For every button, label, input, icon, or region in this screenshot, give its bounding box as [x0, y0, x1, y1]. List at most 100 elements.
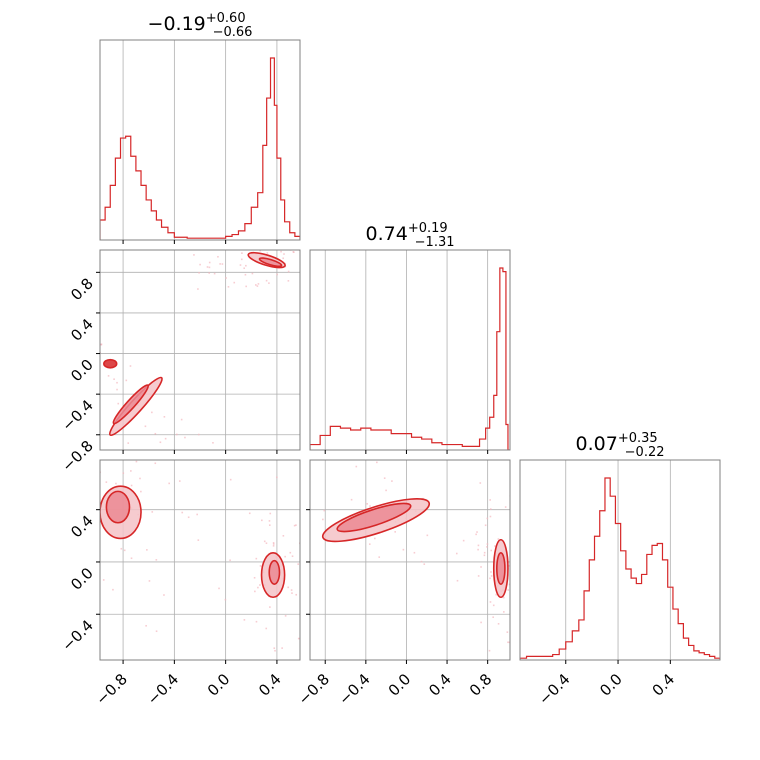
sample-point [288, 544, 290, 546]
contour-panel-0-1 [22, 235, 338, 505]
contour-outer-0 [108, 376, 163, 437]
sample-point [125, 379, 128, 382]
sample-point [489, 601, 492, 603]
sample-point [48, 324, 50, 326]
hist-series [100, 57, 300, 240]
sample-point [120, 547, 123, 550]
sample-point [137, 444, 139, 446]
sample-point [355, 465, 358, 468]
sample-point [293, 524, 296, 527]
sample-point [268, 520, 271, 522]
sample-point [376, 461, 378, 464]
contour-layer [230, 413, 543, 652]
panel-frame [309, 459, 511, 661]
sample-point [178, 480, 181, 482]
sample-point [486, 546, 488, 548]
sample-point [265, 627, 268, 630]
sample-point [480, 566, 482, 568]
sample-point [148, 580, 151, 582]
sample-point [483, 551, 486, 554]
sample-point [241, 252, 243, 254]
sample-point [74, 539, 76, 541]
sample-point [475, 533, 477, 536]
sample-point [243, 619, 246, 621]
sample-point [486, 517, 489, 520]
x-tick-label-0: −0.8 [92, 670, 130, 708]
sample-point [22, 320, 24, 322]
sample-point [44, 469, 46, 471]
sample-point [171, 439, 173, 441]
sample-point [261, 519, 263, 522]
hist-step-line [310, 267, 510, 450]
sample-point [291, 592, 293, 594]
sample-point [102, 579, 105, 581]
sample-point [287, 270, 290, 273]
sample-point [275, 503, 277, 505]
sample-point [78, 348, 80, 350]
sample-point [212, 469, 214, 471]
sample-point [455, 552, 458, 555]
sample-point [239, 264, 242, 266]
contour-layer [22, 235, 338, 505]
sample-point [129, 365, 132, 367]
title-1-minus: −1.31 [415, 235, 455, 250]
sample-point [272, 543, 275, 545]
sample-point [276, 476, 278, 479]
sample-point [541, 557, 543, 559]
sample-point [94, 489, 96, 491]
sample-point [292, 251, 295, 253]
sample-point [426, 534, 429, 537]
x-tick-label-2: 0.0 [385, 670, 415, 700]
sample-point [420, 560, 423, 563]
x-tick-label-1: 0.0 [596, 670, 626, 700]
panel-frame [99, 249, 301, 451]
sample-point [163, 416, 166, 418]
sample-point [259, 584, 261, 586]
sample-point [139, 477, 141, 480]
sample-point [206, 266, 209, 268]
sample-point [378, 556, 381, 558]
sample-point [90, 459, 92, 461]
sample-point [520, 559, 522, 561]
sample-point [225, 277, 227, 279]
sample-point [229, 478, 232, 481]
sample-point [187, 516, 190, 519]
title-1-center: 0.74 [366, 223, 408, 245]
sample-point [462, 539, 465, 542]
sample-point [516, 413, 518, 415]
contour-panel-0-2 [39, 413, 309, 664]
y-tick-label-3: 0.4 [67, 315, 97, 345]
sample-point [243, 245, 245, 247]
sample-point [284, 555, 286, 558]
sample-point [245, 285, 247, 288]
sample-point [307, 573, 309, 575]
hist-panel-param-1 [309, 249, 511, 454]
sample-point [164, 456, 166, 458]
sample-point [254, 590, 256, 593]
sample-point [272, 545, 275, 547]
sample-point [127, 442, 130, 444]
sample-point [230, 490, 232, 492]
sample-point [92, 413, 94, 415]
sample-point [269, 606, 271, 608]
sample-point [217, 255, 219, 258]
sample-point [251, 272, 254, 275]
sample-point [192, 483, 194, 485]
sample-point [175, 433, 178, 436]
contour-mid-1 [105, 490, 131, 524]
sample-point [100, 343, 103, 346]
sample-point [336, 254, 338, 256]
sample-point [163, 594, 165, 596]
sample-point [323, 235, 325, 237]
x-tick-label-1: −0.4 [144, 670, 182, 708]
x-tick-label-3: 0.4 [255, 670, 285, 700]
sample-point [506, 631, 509, 633]
axis-tick-labels: −0.8 −0.4 0.0 0.4 −0.8 −0.4 0.0 0.4 0.8 −0.4 0.0 0.… [58, 274, 678, 708]
sample-point [271, 244, 273, 246]
title-2-minus: −0.22 [625, 445, 665, 460]
sample-point [39, 486, 41, 488]
sample-point [264, 501, 266, 503]
sample-point [244, 273, 247, 276]
sample-point [168, 482, 170, 485]
x-tick-label-0: −0.4 [535, 670, 573, 708]
